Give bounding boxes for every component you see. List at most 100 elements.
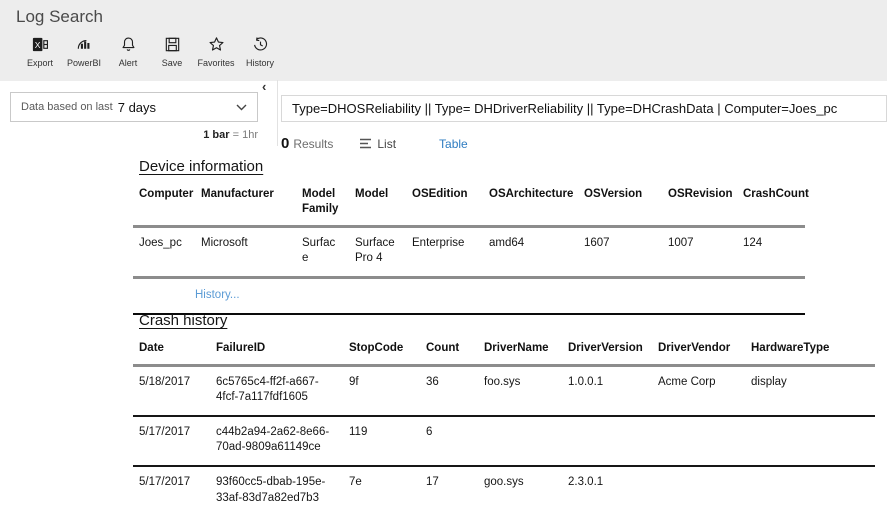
bar-scale-legend: 1 bar = 1hr [10,129,258,141]
page-title: Log Search [16,7,103,26]
table-cell [745,466,875,514]
table-row: Joes_pc Microsoft Surface Surface Pro 4 Ente… [133,226,805,278]
export-label: Export [26,58,53,68]
device-information-title: Device information [139,158,264,175]
time-range-label: Data based on last [21,101,113,113]
column-header: DriverVersion [568,342,643,354]
column-header: Model [355,188,389,200]
device-information-section: Device information Computer Manufacturer M… [133,158,809,315]
column-header: Model Family [302,188,339,215]
table-cell: Joes_pc [139,236,182,249]
table-cell: Surface [302,236,336,265]
bar-scale-rest: = 1hr [232,129,258,141]
results-bar: 0 Results List Table [281,135,468,152]
time-range-value: 7 days [117,99,157,115]
table-cell: 2.3.0.1 [568,476,604,488]
table-cell: c44b2a94-2a62-8e66-70ad-9809a61149ce [216,425,330,454]
history-label: History [245,58,274,68]
alert-label: Alert [118,58,138,68]
table-cell: 124 [743,236,763,249]
save-label: Save [161,58,183,68]
column-header: OSEdition [412,188,468,200]
column-header: DriverVendor [658,342,731,354]
table-cell: 1.0.0.1 [568,375,604,388]
table-cell [562,416,652,466]
column-header: CrashCount [743,188,809,200]
history-link[interactable]: History... [195,288,240,301]
table-cell: 119 [349,425,368,438]
crash-history-title: Crash history [139,312,228,329]
table-cell [652,416,745,466]
table-cell: goo.sys [484,476,524,488]
column-header: HardwareType [751,342,830,354]
column-header: Computer [139,188,194,200]
table-cell: Enterprise [412,236,465,249]
column-header: Manufacturer [201,188,274,200]
table-cell: 5/17/2017 [139,425,191,438]
table-cell: 1007 [668,236,694,249]
table-cell: amd64 [489,236,525,249]
table-row: 5/18/2017 6c5765c4-ff2f-a667-4fcf-7a117fd… [133,365,875,416]
powerbi-label: PowerBI [66,58,101,68]
table-cell [478,416,562,466]
table-cell: 9f [349,375,359,388]
column-header: Count [426,342,460,354]
top-header: Log Search X Export [0,0,887,81]
table-cell: 6 [426,425,433,438]
table-cell: 5/17/2017 [139,476,191,488]
table-cell: foo.sys [484,375,521,388]
star-icon [207,34,226,54]
search-query-input[interactable] [281,95,887,122]
save-button[interactable]: Save [150,34,194,68]
table-cell: 1607 [584,236,610,249]
crash-history-section: Crash history Date FailureID StopCode Count… [133,312,875,514]
table-row: 5/17/2017 93f60cc5-dbab-195e-33af-83d7a82… [133,466,875,514]
table-cell: 5/18/2017 [139,375,191,388]
view-toggle-list[interactable]: List [359,137,396,151]
view-toggle-table[interactable]: Table [422,137,468,151]
table-cell: 6c5765c4-ff2f-a667-4fcf-7a117fdf1605 [216,375,319,404]
table-cell: 7e [349,476,362,488]
powerbi-button[interactable]: PowerBI [62,34,106,68]
results-count: 0 [281,135,290,152]
bar-scale-bold: 1 bar [203,129,230,141]
device-information-table: Computer Manufacturer Model Family Model OSE… [133,183,809,279]
crash-history-table: Date FailureID StopCode Count DriverName Driv… [133,337,875,514]
table-cell [745,416,875,466]
column-header: OSVersion [584,188,643,200]
table-cell: 17 [426,476,439,488]
toolbar: X Export PowerBI [18,34,282,68]
column-header: StopCode [349,342,404,354]
results-label: Results [293,136,334,151]
bell-icon [119,34,138,54]
list-toggle-label: List [377,136,397,151]
collapse-panel-icon[interactable]: ‹ [262,79,267,94]
favorites-label: Favorites [197,58,235,68]
column-header: OSRevision [668,188,733,200]
table-cell: 36 [426,375,439,388]
table-toggle-label: Table [439,136,468,151]
table-cell: 93f60cc5-dbab-195e-33af-83d7a82ed7b3 [216,476,326,504]
alert-button[interactable]: Alert [106,34,150,68]
table-cell [652,466,745,514]
time-range-dropdown[interactable]: Data based on last 7 days [10,92,258,122]
column-header: DriverName [484,342,549,354]
column-header: OSArchitecture [489,188,574,200]
history-button[interactable]: History [238,34,282,68]
list-icon [359,138,372,149]
svg-text:X: X [34,39,40,49]
table-cell: display [751,375,787,388]
history-icon [251,34,270,54]
device-history-linkrow: History... [133,279,805,315]
save-icon [163,34,182,54]
favorites-button[interactable]: Favorites [194,34,238,68]
table-cell: Acme Corp [658,375,716,388]
panel-divider [277,80,278,146]
table-row: 5/17/2017 c44b2a94-2a62-8e66-70ad-9809a61… [133,416,875,466]
excel-export-icon: X [31,34,50,54]
table-cell: Microsoft [201,236,248,249]
export-button[interactable]: X Export [18,34,62,68]
column-header: Date [139,342,164,354]
powerbi-icon [75,34,94,54]
